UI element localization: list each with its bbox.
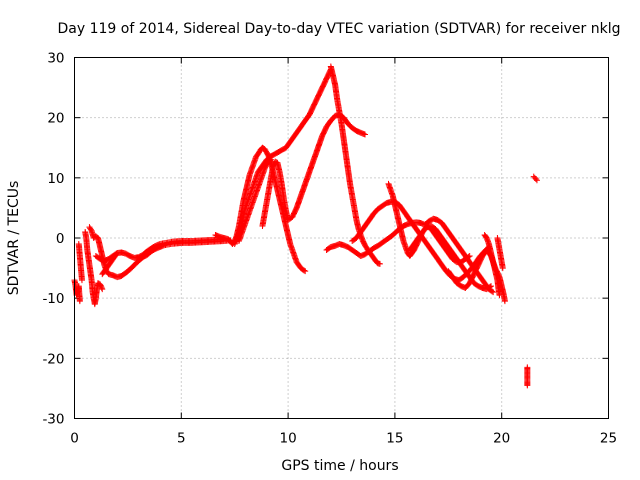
data-point [466, 253, 473, 260]
x-axis-label: GPS time / hours [281, 458, 398, 474]
x-tick-label: 20 [493, 431, 510, 447]
data-point [489, 288, 496, 295]
data-point [490, 289, 497, 296]
data-point [496, 292, 503, 299]
data-point [302, 268, 309, 275]
data-point [499, 265, 506, 272]
data-point [78, 277, 85, 284]
data-point [488, 283, 495, 290]
y-tick-label: -20 [42, 351, 64, 367]
data-point [98, 284, 105, 291]
y-tick-label: 20 [47, 111, 64, 127]
x-tick-label: 15 [386, 431, 403, 447]
data-point [76, 298, 83, 305]
data-point [99, 286, 106, 293]
y-tick-label: -10 [42, 291, 64, 307]
data-points [71, 63, 540, 389]
x-tick-label: 25 [600, 431, 617, 447]
data-point [301, 267, 308, 274]
data-point [114, 250, 121, 257]
data-point [266, 157, 273, 164]
y-axis-label: SDTVAR / TECUs [6, 181, 22, 296]
data-point [532, 176, 539, 183]
grid [74, 57, 609, 419]
tick-labels: 0 5 10 15 20 25 -30 -20 -10 0 10 20 30 [42, 51, 617, 447]
chart-title: Day 119 of 2014, Sidereal Day-to-day VTE… [58, 21, 621, 37]
plot-frame [74, 57, 609, 419]
x-tick-label: 10 [280, 431, 297, 447]
data-point [268, 156, 275, 163]
data-point [524, 382, 531, 389]
data-point [501, 298, 508, 305]
y-tick-label: 10 [47, 171, 64, 187]
x-tick-label: 0 [70, 431, 79, 447]
data-point [376, 260, 383, 267]
data-point [486, 283, 493, 290]
data-point [533, 177, 540, 184]
y-tick-label: 30 [47, 51, 64, 67]
y-tick-label: -30 [42, 412, 64, 428]
data-point [465, 253, 472, 260]
data-point [361, 131, 368, 138]
data-point [113, 251, 120, 258]
x-tick-label: 5 [177, 431, 186, 447]
y-tick-label: 0 [56, 231, 65, 247]
